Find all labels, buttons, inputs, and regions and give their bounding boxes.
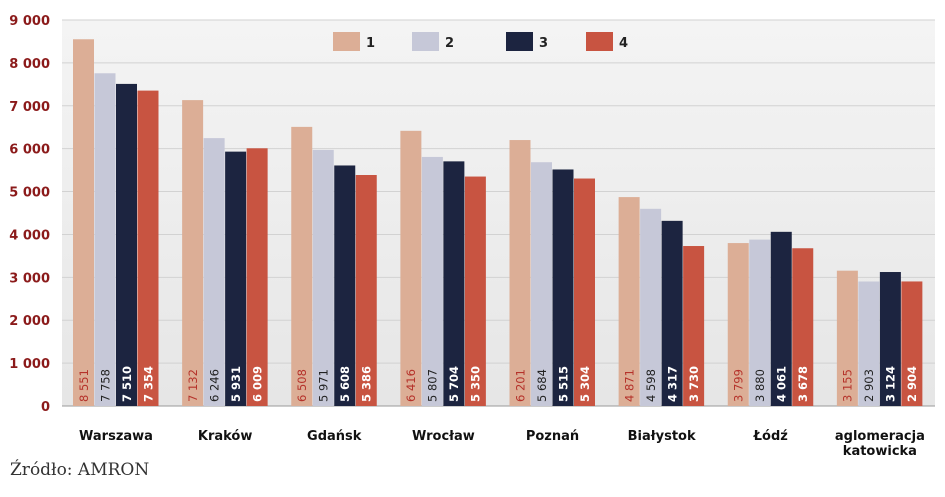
bar-value-label: 5 704 — [447, 366, 461, 402]
bar — [246, 148, 268, 406]
bar-value-label: 3 799 — [732, 369, 746, 402]
x-tick-label: katowicka — [843, 444, 917, 459]
bar-value-label: 5 350 — [469, 366, 483, 402]
bar — [770, 231, 792, 406]
bar — [901, 281, 923, 406]
legend-label: 2 — [445, 36, 454, 51]
y-tick-label: 6 000 — [9, 143, 50, 158]
bar-value-label: 8 551 — [77, 369, 91, 402]
legend-label: 1 — [366, 36, 375, 51]
y-tick-label: 0 — [41, 400, 50, 415]
x-tick-label: Wrocław — [412, 429, 475, 444]
bar-value-label: 6 508 — [295, 369, 309, 402]
bar — [421, 156, 443, 406]
x-axis-ticks: Warszawa Kraków Gdańsk Wrocław Poznań Białyst… — [79, 429, 925, 459]
y-tick-label: 1 000 — [9, 357, 50, 372]
bar-value-label: 5 684 — [535, 369, 549, 402]
bar-value-label: 3 730 — [687, 366, 701, 402]
bar — [683, 246, 705, 406]
bar — [225, 151, 247, 406]
y-tick-label: 7 000 — [9, 100, 50, 115]
bar — [552, 169, 574, 406]
bar — [94, 73, 116, 406]
bar — [792, 248, 814, 406]
bar — [574, 178, 595, 406]
bar — [749, 239, 771, 406]
bar-value-label: 6 201 — [513, 369, 527, 402]
bar — [73, 39, 94, 406]
bar-value-label: 6 009 — [250, 366, 264, 402]
bar-value-label: 5 807 — [426, 369, 440, 402]
bar-value-label: 5 386 — [360, 366, 374, 402]
legend-swatch — [333, 32, 360, 51]
legend-swatch — [586, 32, 613, 51]
y-tick-label: 9 000 — [9, 14, 50, 29]
bar — [464, 176, 486, 406]
bar-value-label: 7 510 — [120, 366, 134, 402]
y-tick-label: 2 000 — [9, 314, 50, 329]
y-tick-label: 8 000 — [9, 57, 50, 72]
legend-swatch — [412, 32, 439, 51]
legend-label: 4 — [619, 36, 628, 51]
x-tick-label: Kraków — [198, 429, 253, 444]
bar-value-label: 2 903 — [862, 369, 876, 402]
bar-value-label: 6 416 — [404, 369, 418, 402]
x-tick-label: Białystok — [628, 429, 696, 444]
bar-value-label: 2 904 — [905, 366, 919, 402]
bar — [531, 162, 552, 406]
y-tick-label: 4 000 — [9, 228, 50, 243]
bar — [355, 175, 377, 406]
source-note: Źródło: AMRON — [10, 460, 150, 480]
bar-value-label: 5 515 — [556, 366, 570, 402]
bar — [312, 149, 334, 406]
bar-value-labels: 8 551 7 758 7 510 7 354 7 132 6 246 5 931 6 009… — [77, 366, 919, 402]
x-tick-label: Łódź — [753, 429, 788, 444]
bar-value-label: 5 304 — [578, 366, 592, 402]
bar-value-label: 4 061 — [775, 366, 789, 402]
bar-value-label: 4 317 — [665, 366, 679, 402]
bar-value-label: 5 931 — [229, 366, 243, 402]
bar-value-label: 5 608 — [338, 366, 352, 402]
bars — [73, 39, 923, 407]
x-tick-label: Poznań — [526, 429, 579, 444]
x-tick-label: aglomeracja — [835, 429, 925, 444]
bar-value-label: 4 598 — [644, 369, 658, 402]
bar-value-label: 4 871 — [622, 369, 636, 402]
y-tick-label: 5 000 — [9, 186, 50, 201]
y-axis-ticks: 0 1 000 2 000 3 000 4 000 5 000 6 000 7 000 8 00… — [9, 14, 50, 415]
bar — [618, 197, 640, 406]
bar — [858, 281, 880, 406]
legend-label: 3 — [539, 36, 548, 51]
x-tick-label: Gdańsk — [307, 429, 362, 444]
bar — [182, 100, 204, 406]
bar-value-label: 5 971 — [317, 369, 331, 402]
bar — [640, 208, 662, 406]
bar — [836, 270, 858, 406]
bar — [203, 138, 225, 406]
bar-value-label: 3 124 — [884, 366, 898, 402]
bar-value-label: 3 880 — [753, 369, 767, 402]
bar — [661, 220, 683, 406]
bar-value-label: 7 132 — [186, 369, 200, 402]
x-tick-label: Warszawa — [79, 429, 153, 444]
bar — [727, 243, 749, 406]
bar — [879, 272, 901, 406]
bar-value-label: 6 246 — [207, 369, 221, 402]
bar-value-label: 7 354 — [141, 366, 155, 402]
y-tick-label: 3 000 — [9, 271, 50, 286]
legend-swatch — [506, 32, 533, 51]
bar — [443, 161, 465, 406]
bar — [291, 126, 313, 406]
bar — [116, 83, 137, 406]
bar-value-label: 3 155 — [841, 369, 855, 402]
bar — [137, 90, 159, 407]
legend: 1 2 3 4 — [333, 32, 628, 51]
bar — [400, 130, 422, 406]
bar-value-label: 7 758 — [98, 369, 112, 402]
bar — [334, 165, 356, 406]
bar-value-label: 3 678 — [796, 366, 810, 402]
bar — [509, 140, 531, 406]
